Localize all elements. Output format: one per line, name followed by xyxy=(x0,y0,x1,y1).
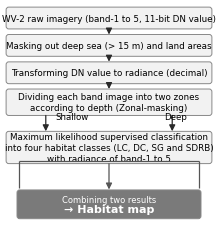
FancyBboxPatch shape xyxy=(17,190,201,219)
Text: Dividing each band image into two zones
according to depth (Zonal-masking): Dividing each band image into two zones … xyxy=(19,93,199,113)
Text: Maximum likelihood supervised classification
into four habitat classes (LC, DC, : Maximum likelihood supervised classifica… xyxy=(5,132,213,163)
FancyBboxPatch shape xyxy=(6,35,212,57)
FancyBboxPatch shape xyxy=(6,132,212,164)
Text: → Habitat map: → Habitat map xyxy=(64,204,154,215)
FancyBboxPatch shape xyxy=(6,8,212,30)
Text: Combining two results: Combining two results xyxy=(62,195,156,204)
Text: Masking out deep sea (> 15 m) and land areas: Masking out deep sea (> 15 m) and land a… xyxy=(6,42,212,51)
FancyBboxPatch shape xyxy=(6,63,212,84)
Text: Transforming DN value to radiance (decimal): Transforming DN value to radiance (decim… xyxy=(11,69,207,78)
Text: Shallow: Shallow xyxy=(56,113,89,122)
Text: Deep: Deep xyxy=(165,113,187,122)
Text: WV-2 raw imagery (band-1 to 5, 11-bit DN value): WV-2 raw imagery (band-1 to 5, 11-bit DN… xyxy=(2,15,216,23)
FancyBboxPatch shape xyxy=(6,90,212,116)
